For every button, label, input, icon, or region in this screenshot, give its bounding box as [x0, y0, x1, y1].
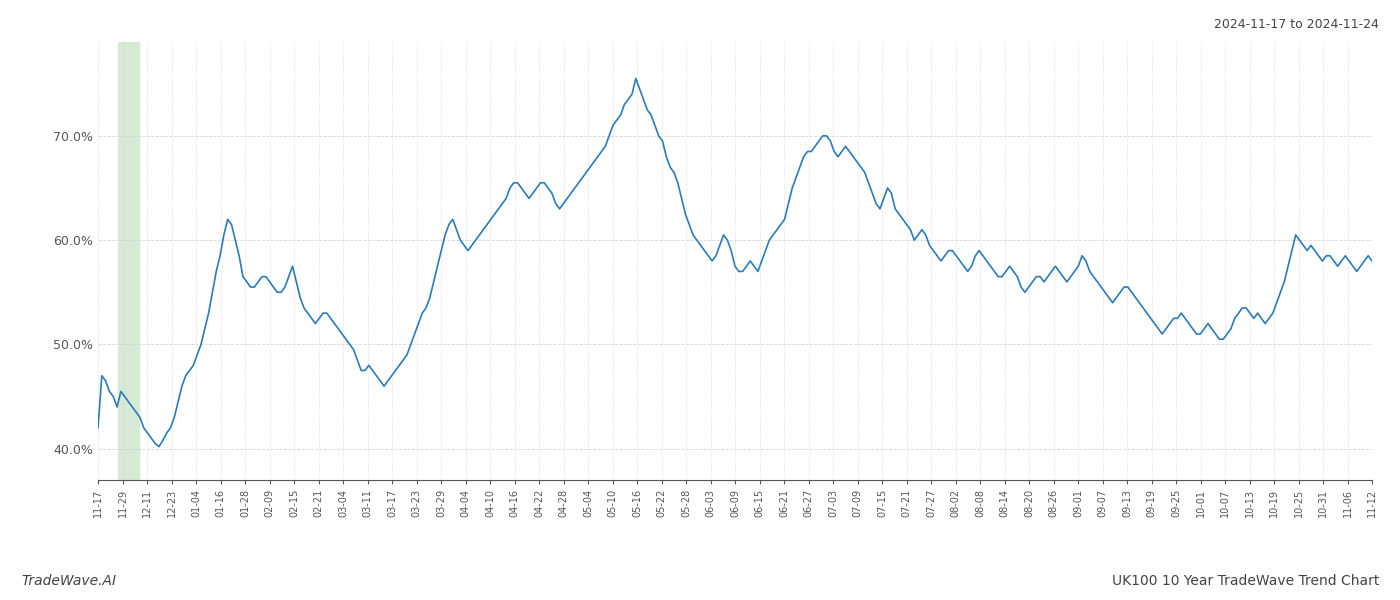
Text: 2024-11-17 to 2024-11-24: 2024-11-17 to 2024-11-24	[1214, 18, 1379, 31]
Text: UK100 10 Year TradeWave Trend Chart: UK100 10 Year TradeWave Trend Chart	[1112, 574, 1379, 588]
Text: TradeWave.AI: TradeWave.AI	[21, 574, 116, 588]
Bar	[119, 42, 139, 480]
